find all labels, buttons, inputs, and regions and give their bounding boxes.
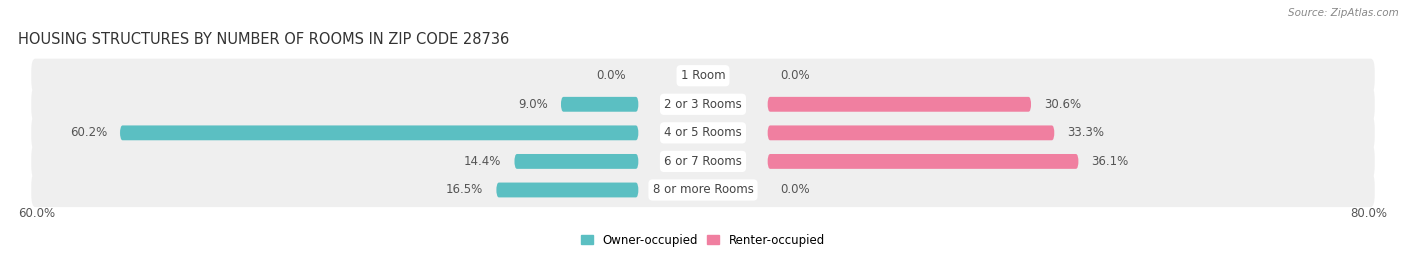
Legend: Owner-occupied, Renter-occupied: Owner-occupied, Renter-occupied [581,234,825,247]
Text: 9.0%: 9.0% [519,98,548,111]
FancyBboxPatch shape [31,59,1375,93]
FancyBboxPatch shape [31,144,1375,178]
FancyBboxPatch shape [768,126,1054,140]
FancyBboxPatch shape [768,154,1078,169]
Text: 33.3%: 33.3% [1067,126,1104,139]
Text: 60.0%: 60.0% [18,207,55,220]
Text: 16.5%: 16.5% [446,184,484,197]
Text: 4 or 5 Rooms: 4 or 5 Rooms [664,126,742,139]
Text: 0.0%: 0.0% [780,69,810,82]
Text: 0.0%: 0.0% [596,69,626,82]
Text: 30.6%: 30.6% [1045,98,1081,111]
FancyBboxPatch shape [561,97,638,112]
Text: 14.4%: 14.4% [464,155,502,168]
Text: 36.1%: 36.1% [1091,155,1129,168]
FancyBboxPatch shape [31,87,1375,122]
Text: HOUSING STRUCTURES BY NUMBER OF ROOMS IN ZIP CODE 28736: HOUSING STRUCTURES BY NUMBER OF ROOMS IN… [18,32,509,47]
Text: 6 or 7 Rooms: 6 or 7 Rooms [664,155,742,168]
FancyBboxPatch shape [31,116,1375,150]
FancyBboxPatch shape [496,183,638,197]
Text: 80.0%: 80.0% [1351,207,1388,220]
FancyBboxPatch shape [515,154,638,169]
Text: 2 or 3 Rooms: 2 or 3 Rooms [664,98,742,111]
Text: 0.0%: 0.0% [780,184,810,197]
FancyBboxPatch shape [31,173,1375,207]
Text: 60.2%: 60.2% [70,126,107,139]
Text: Source: ZipAtlas.com: Source: ZipAtlas.com [1288,8,1399,18]
Text: 8 or more Rooms: 8 or more Rooms [652,184,754,197]
Text: 1 Room: 1 Room [681,69,725,82]
FancyBboxPatch shape [120,126,638,140]
FancyBboxPatch shape [768,97,1031,112]
